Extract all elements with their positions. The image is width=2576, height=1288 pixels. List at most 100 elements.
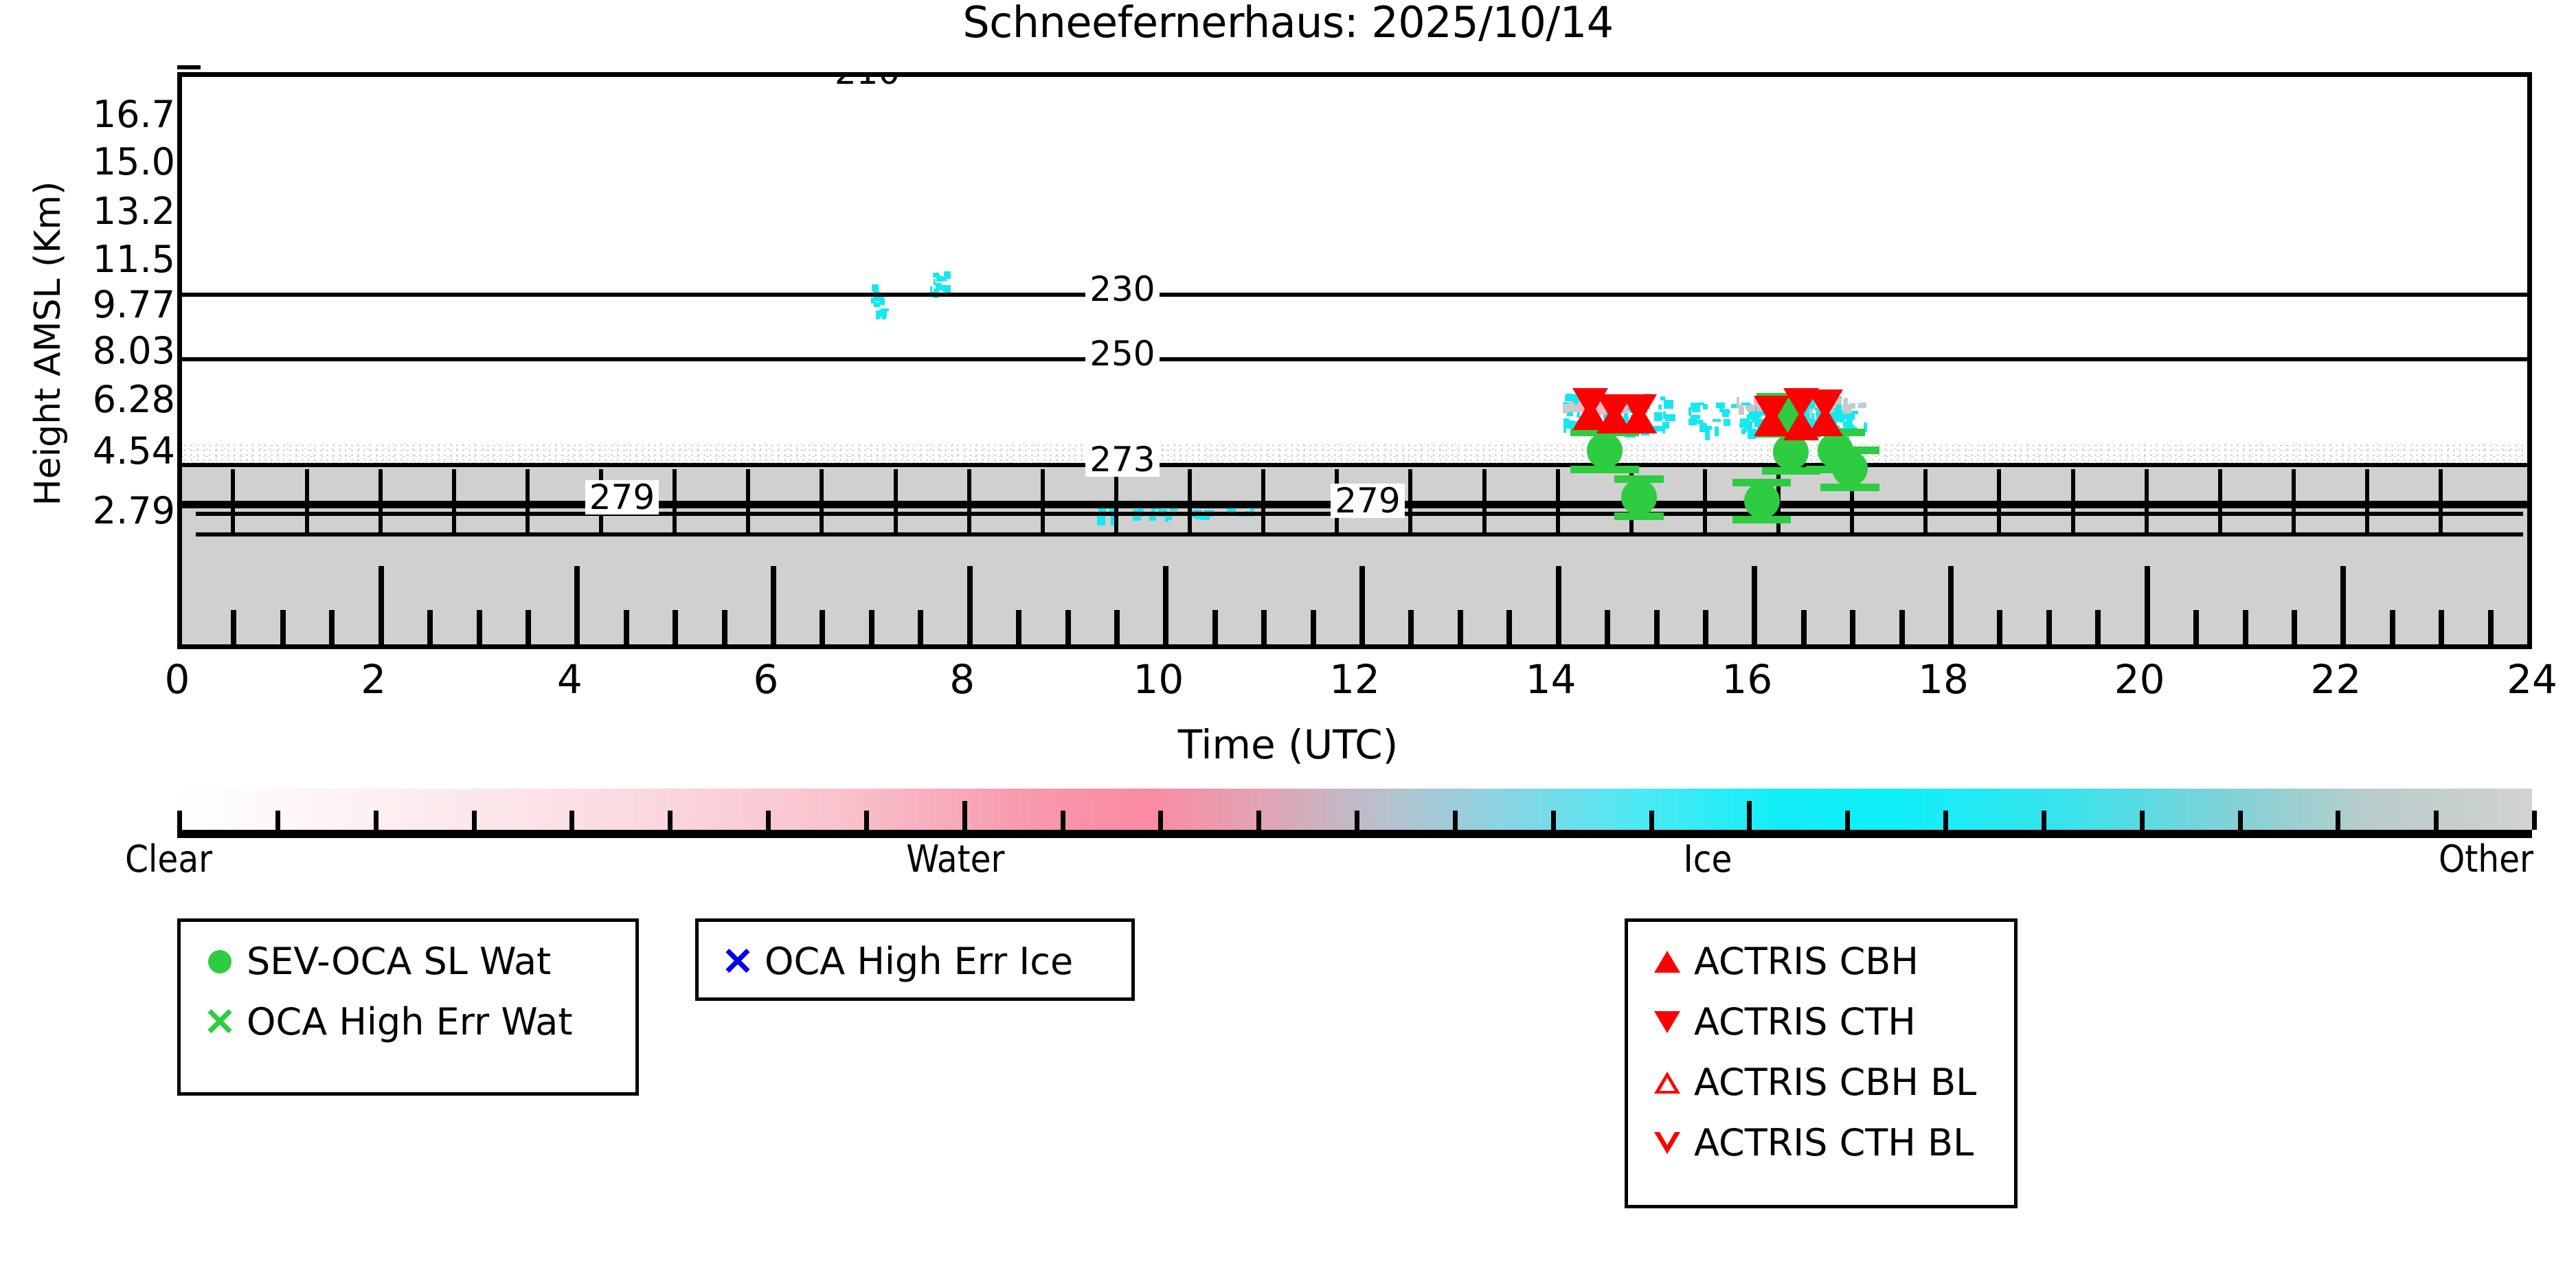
x-axis-inner-major-tick <box>1556 566 1561 648</box>
x-axis-inner-major-tick <box>771 566 776 648</box>
x-axis-tick-label: 22 <box>2274 659 2397 699</box>
y-axis-tick-label: 6.28 <box>10 381 175 418</box>
x-axis-inner-minor-tick <box>1212 610 1218 648</box>
x-axis-inner-major-tick <box>1163 566 1168 648</box>
colorbar-minor-tick <box>1158 811 1163 830</box>
legend-ice[interactable]: ✕ OCA High Err Ice <box>695 918 1135 1001</box>
circle-icon <box>208 950 231 973</box>
x-axis-inner-minor-tick <box>280 610 286 648</box>
x-axis-inner-major-tick <box>967 566 973 648</box>
cloud-pixel <box>1665 414 1675 421</box>
marker-actris-cth <box>1807 389 1843 420</box>
x-axis-inner-major-tick <box>379 566 384 648</box>
x-axis-inner-minor-tick <box>1850 610 1855 648</box>
x-axis-inner-minor-tick <box>918 610 923 648</box>
cloud-pixel <box>1097 515 1106 526</box>
cloud-pixel <box>1740 418 1750 428</box>
legend-item[interactable]: ACTRIS CTH BL <box>1646 1113 1996 1173</box>
cloud-pixel <box>1691 415 1700 419</box>
x-axis-inner-minor-tick <box>2046 610 2052 648</box>
colorbar-minor-tick <box>2336 811 2340 830</box>
cloud-pixel <box>1664 404 1667 409</box>
wind-barb-staff <box>2439 469 2443 535</box>
legend-item-label: ACTRIS CBH BL <box>1688 1064 1976 1101</box>
legend-item[interactable]: ACTRIS CTH <box>1646 992 1996 1052</box>
colorbar-minor-tick <box>374 811 379 830</box>
x-axis-inner-major-tick <box>1752 566 1757 648</box>
x-axis-tick-label: 12 <box>1293 659 1416 699</box>
cloud-pixel <box>1563 422 1567 432</box>
x-axis-inner-minor-tick <box>624 610 629 648</box>
marker-sev-oca-sl-wat <box>1621 479 1657 515</box>
y-axis-tick-label: 4.54 <box>10 433 175 470</box>
contour-line-273 <box>182 463 2532 467</box>
wind-barb-staff <box>1408 469 1412 535</box>
legend-water[interactable]: SEV-OCA SL Wat ✕ OCA High Err Wat <box>177 918 639 1096</box>
wind-barb-staff <box>2292 469 2296 535</box>
wind-barb-staff <box>1703 469 1707 535</box>
chart-canvas: Schneefernerhaus: 2025/10/14 Height AMSL… <box>0 0 2576 1288</box>
x-axis-inner-minor-tick <box>820 610 825 648</box>
wind-barb-staff <box>746 469 750 535</box>
legend-symbol-wrap <box>1646 1072 1688 1094</box>
legend-symbol-wrap <box>1646 951 1688 973</box>
cloud-pixel <box>1843 422 1852 427</box>
y-axis-minor-tick <box>177 65 201 69</box>
x-axis-inner-minor-tick <box>1801 610 1807 648</box>
wind-barb-staff <box>2145 469 2149 535</box>
colorbar-minor-tick <box>1943 811 1948 830</box>
wind-barb-staff <box>1556 469 1560 535</box>
legend-symbol-wrap: ✕ <box>199 1003 241 1041</box>
legend-item[interactable]: ✕ OCA High Err Ice <box>716 931 1114 992</box>
legend-symbol-wrap: ✕ <box>716 942 759 981</box>
x-axis-inner-minor-tick <box>1114 610 1120 648</box>
legend-actris[interactable]: ACTRIS CBH ACTRIS CTH ACTRIS CBH BL ACTRIS … <box>1625 918 2018 1208</box>
colorbar-label-clear: Clear <box>125 841 212 878</box>
colorbar-major-tick <box>962 801 967 830</box>
cloud-pixel <box>1737 397 1739 408</box>
x-axis-inner-major-tick <box>574 566 580 648</box>
colorbar-label-ice: Ice <box>1683 841 1732 878</box>
x-axis-inner-minor-tick <box>1261 610 1267 648</box>
wind-barb-staff <box>1261 469 1265 535</box>
contour-label-210: 210 <box>831 72 904 89</box>
colorbar-minor-tick <box>1845 811 1850 830</box>
marker-sev-oca-sl-wat <box>1744 483 1780 519</box>
x-axis-inner-major-tick <box>1948 566 1954 648</box>
wind-barb-staff <box>2218 469 2222 535</box>
x-axis-tick-label: 24 <box>2470 659 2576 699</box>
colorbar-minor-tick <box>1355 811 1359 830</box>
legend-item[interactable]: ✕ OCA High Err Wat <box>199 992 618 1052</box>
colorbar-minor-tick <box>1551 811 1556 830</box>
cloud-pixel <box>1724 419 1730 426</box>
legend-item-label: SEV-OCA SL Wat <box>241 943 551 980</box>
x-axis-inner-minor-tick <box>2193 610 2199 648</box>
legend-item[interactable]: ACTRIS CBH BL <box>1646 1052 1996 1113</box>
wind-barb-staff <box>526 469 530 535</box>
legend-item[interactable]: SEV-OCA SL Wat <box>199 931 618 992</box>
legend-symbol-wrap <box>1646 1011 1688 1033</box>
y-axis-tick-label: 13.2 <box>10 193 175 230</box>
page-title: Schneefernerhaus: 2025/10/14 <box>0 0 2576 47</box>
y-axis-tick-label: 2.79 <box>10 493 175 530</box>
cirrus-pixel <box>873 284 878 293</box>
x-axis-inner-minor-tick <box>2243 610 2248 648</box>
x-axis-tick-label: 16 <box>1685 659 1809 699</box>
x-axis-inner-minor-tick <box>2390 610 2395 648</box>
contour-label-279: 279 <box>585 480 659 515</box>
cloud-pixel <box>1656 426 1664 431</box>
colorbar-major-tick <box>1747 801 1752 830</box>
cloud-pixel <box>1691 403 1695 409</box>
legend-item[interactable]: ACTRIS CBH <box>1646 931 1996 992</box>
x-axis-inner-minor-tick <box>427 610 433 648</box>
colorbar-minor-tick <box>569 811 574 830</box>
x-axis-inner-minor-tick <box>231 610 236 648</box>
x-axis-inner-minor-tick <box>1065 610 1071 648</box>
wind-barb-staff <box>1188 469 1192 535</box>
marker-sev-oca-sl-wat <box>1587 433 1623 468</box>
x-axis-inner-minor-tick <box>869 610 874 648</box>
legend-item-label: OCA High Err Ice <box>759 943 1073 980</box>
x-axis-inner-minor-tick <box>1506 610 1512 648</box>
y-axis-tick-label: 9.77 <box>10 286 175 324</box>
x-axis-inner-minor-tick <box>1605 610 1610 648</box>
